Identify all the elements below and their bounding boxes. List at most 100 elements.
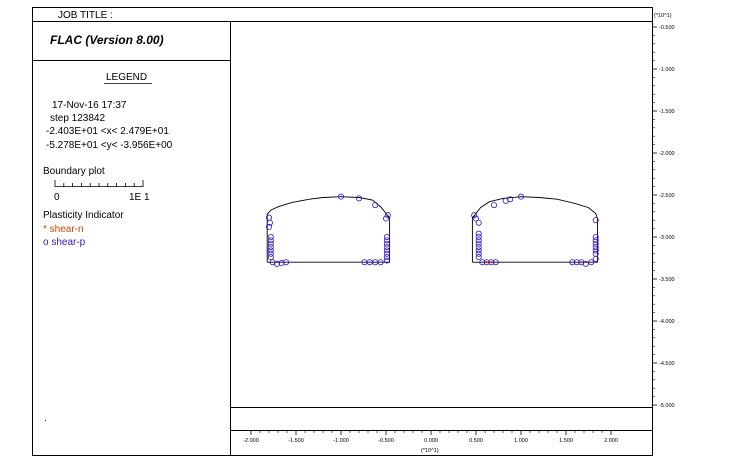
- shear-p-marker: [377, 259, 384, 266]
- shear-p-marker: [475, 244, 482, 251]
- shear-p-marker: [267, 244, 274, 251]
- shear-p-marker: [283, 259, 290, 266]
- shear-p-marker: [267, 237, 274, 244]
- shear-p-marker: [569, 259, 576, 266]
- y-tick-label-6: -3.500: [659, 277, 675, 283]
- scale-label-top-right: (*10^1): [654, 13, 672, 19]
- shear-p-marker: [592, 240, 599, 247]
- shear-p-marker: [592, 244, 599, 251]
- shear-p-marker: [475, 250, 482, 257]
- shear-n-marker: [490, 261, 493, 264]
- shear-p-marker: [355, 195, 362, 202]
- shear-p-marker: [383, 250, 390, 257]
- tunnel-boundaries: [266, 196, 598, 263]
- y-tick-label-1: -1.000: [659, 67, 675, 73]
- y-tick-label-2: -1.500: [659, 109, 675, 115]
- shear-p-marker: [518, 193, 525, 200]
- shear-p-marker: [490, 202, 497, 209]
- shear-p-marker: [573, 259, 580, 266]
- shear-p-marker: [582, 260, 589, 267]
- shear-p-marker: [588, 259, 595, 266]
- shear-p-marker: [274, 260, 281, 267]
- shear-n-marker: [485, 261, 488, 264]
- shear-p-marker: [265, 223, 272, 230]
- shear-p-marker: [471, 212, 478, 219]
- x-tick-label-8: 2.000: [604, 438, 618, 444]
- program-title: FLAC (Version 8.00): [50, 33, 164, 47]
- boundary-scale-bar: [54, 180, 144, 187]
- shear-p-marker: [592, 247, 599, 254]
- shear-p-marker: [475, 254, 482, 261]
- footer-mark: .: [44, 413, 47, 424]
- shear-p-marker: [475, 230, 482, 237]
- shear-p-marker: [479, 259, 486, 266]
- shear-p-marker: [267, 233, 274, 240]
- x-tick-label-4: 0.000: [424, 438, 438, 444]
- x-tick-label-6: 1.000: [514, 438, 528, 444]
- shear-n-marker: [580, 261, 583, 264]
- x-range-line: -2.403E+01 <x< 2.479E+01: [46, 126, 169, 137]
- shear-p-marker: [475, 240, 482, 247]
- boundary-plot-label: Boundary plot: [43, 166, 105, 177]
- shear-p-marker: [278, 260, 285, 267]
- shear-p-marker: [383, 247, 390, 254]
- x-tick-label-0: -2.000: [243, 438, 259, 444]
- shear-p-marker: [383, 240, 390, 247]
- shear-p-marker: [475, 219, 482, 226]
- shear-p-marker: [383, 254, 390, 261]
- plasticity-markers: [265, 193, 599, 267]
- x-tick-label-7: 1.500: [559, 438, 573, 444]
- x-tick-label-5: 0.500: [469, 438, 483, 444]
- shear-p-marker: [475, 247, 482, 254]
- frame-lines: [32, 7, 653, 456]
- shear-p-marker: [488, 259, 495, 266]
- y-tick-label-9: -5.000: [659, 403, 675, 409]
- tunnel-boundary-1: [266, 196, 391, 263]
- plasticity-label: Plasticity Indicator: [43, 210, 124, 221]
- y-axis: -0.500 -1.000 -1.500 -2.000 -2.500 -3.000 -3.5…: [652, 25, 675, 409]
- shear-p-marker: [475, 233, 482, 240]
- shear-p-marker: [337, 193, 344, 200]
- shear-p-marker: [266, 219, 273, 226]
- x-tick-label-2: -1.000: [333, 438, 349, 444]
- y-tick-label-7: -4.000: [659, 319, 675, 325]
- boundary-scale-zero: 0: [54, 192, 60, 203]
- shear-p-marker: [592, 217, 599, 224]
- boundary-scale-max: 1E 1: [129, 192, 150, 203]
- x-tick-label-1: -1.500: [288, 438, 304, 444]
- shear-p-marker: [384, 212, 391, 219]
- shear-p-marker: [483, 259, 490, 266]
- shear-p-marker: [267, 247, 274, 254]
- shear-p-marker: [475, 237, 482, 244]
- y-tick-label-5: -3.000: [659, 235, 675, 241]
- legend-shear-n: * shear-n: [43, 224, 84, 235]
- shear-p-marker: [267, 250, 274, 257]
- shear-p-marker: [383, 237, 390, 244]
- x-tick-label-3: -0.500: [378, 438, 394, 444]
- shear-p-marker: [372, 202, 379, 209]
- step-line: step 123842: [50, 113, 105, 124]
- tunnel-boundary-2: [471, 196, 598, 263]
- y-tick-label-4: -2.500: [659, 193, 675, 199]
- shear-p-marker: [383, 233, 390, 240]
- shear-p-marker: [382, 215, 389, 222]
- shear-p-marker: [592, 237, 599, 244]
- x-axis: -2.000 -1.500 -1.000 -0.500 0.000 0.500 1.000 1…: [243, 430, 618, 444]
- y-range-line: -5.278E+01 <y< -3.956E+00: [46, 140, 173, 151]
- shear-p-marker: [472, 215, 479, 222]
- legend-heading: LEGEND: [106, 72, 147, 83]
- y-tick-label-0: -0.500: [659, 25, 675, 31]
- shear-p-marker: [383, 244, 390, 251]
- y-tick-label-3: -2.000: [659, 151, 675, 157]
- legend-shear-p: o shear-p: [43, 237, 86, 248]
- shear-p-marker: [267, 254, 274, 261]
- shear-p-marker: [383, 257, 390, 264]
- date-time: 17-Nov-16 17:37: [52, 100, 127, 111]
- shear-p-marker: [592, 255, 599, 262]
- job-title-label: JOB TITLE :: [58, 10, 113, 21]
- shear-p-marker: [267, 240, 274, 247]
- shear-p-marker: [592, 233, 599, 240]
- shear-p-marker: [507, 196, 514, 203]
- x-axis-scale-label: (*10^1): [421, 448, 439, 454]
